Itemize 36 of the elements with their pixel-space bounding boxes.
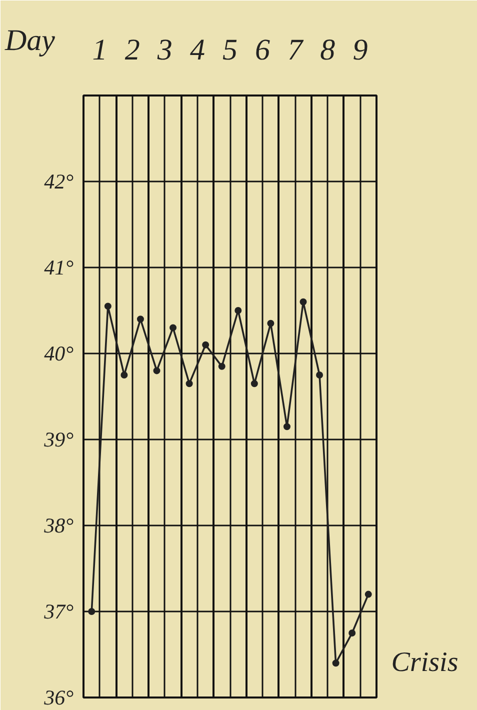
y-tick-label: 42° [44, 170, 74, 194]
point [250, 380, 258, 388]
point [283, 423, 290, 430]
x-axis-title: Day [5, 23, 55, 59]
x-tick-label: 6 [255, 34, 270, 66]
y-tick-label: 36° [43, 686, 74, 710]
y-tick-label: 40° [44, 342, 74, 366]
point [332, 660, 340, 667]
point [348, 630, 356, 636]
point [202, 341, 210, 348]
y-tick-label: 39° [43, 428, 74, 452]
x-tick-label: 2 [124, 34, 140, 66]
point [364, 590, 372, 598]
x-tick-label: 5 [222, 34, 238, 66]
y-tick-label: 38° [43, 514, 74, 538]
annotation: Crisis [391, 646, 458, 680]
x-tick-label: 3 [156, 34, 172, 66]
point [120, 372, 128, 378]
y-tick-label: 41° [44, 256, 74, 280]
point [136, 316, 144, 323]
point [316, 372, 324, 378]
point [186, 380, 193, 388]
point [170, 324, 177, 332]
x-tick-label: 1 [92, 34, 108, 66]
point [300, 298, 307, 306]
x-tick-label: 4 [190, 34, 205, 66]
point [153, 367, 160, 374]
point [104, 302, 112, 310]
point [218, 362, 226, 370]
y-tick-label: 37° [43, 600, 74, 624]
x-tick-label: 8 [320, 34, 336, 66]
point [88, 608, 96, 615]
point [267, 320, 274, 327]
x-tick-label: 9 [352, 34, 368, 66]
point [234, 307, 242, 314]
x-tick-label: 7 [288, 34, 305, 66]
